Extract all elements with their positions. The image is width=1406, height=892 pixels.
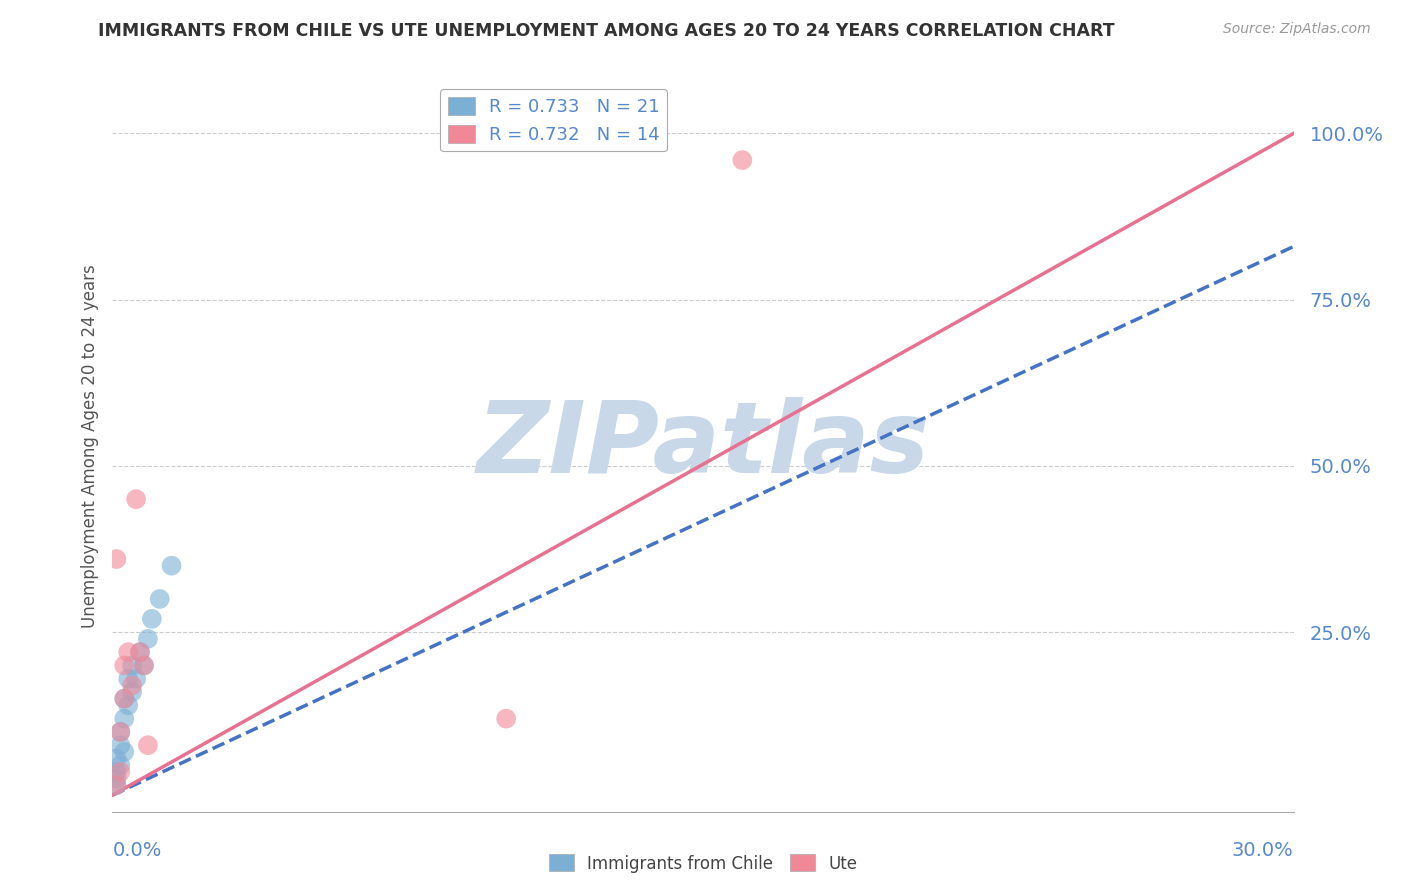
- Text: 30.0%: 30.0%: [1232, 840, 1294, 860]
- Point: [129, 645, 152, 659]
- Point: [105, 772, 128, 786]
- Text: 0.0%: 0.0%: [112, 840, 162, 860]
- Y-axis label: Unemployment Among Ages 20 to 24 years: Unemployment Among Ages 20 to 24 years: [80, 264, 98, 628]
- Legend: R = 0.733   N = 21, R = 0.732   N = 14: R = 0.733 N = 21, R = 0.732 N = 14: [440, 89, 666, 152]
- Point: [136, 632, 159, 646]
- Point: [117, 645, 139, 659]
- Point: [129, 645, 152, 659]
- Legend: Immigrants from Chile, Ute: Immigrants from Chile, Ute: [543, 847, 863, 880]
- Point: [121, 685, 143, 699]
- Text: Source: ZipAtlas.com: Source: ZipAtlas.com: [1223, 22, 1371, 37]
- Text: ZIPatlas: ZIPatlas: [477, 398, 929, 494]
- Point: [112, 691, 135, 706]
- Point: [132, 658, 155, 673]
- Point: [149, 591, 172, 606]
- Point: [105, 778, 128, 792]
- Point: [110, 764, 132, 779]
- Point: [105, 751, 128, 765]
- Point: [125, 672, 148, 686]
- Point: [495, 712, 517, 726]
- Point: [141, 612, 163, 626]
- Point: [112, 745, 135, 759]
- Point: [121, 678, 143, 692]
- Point: [132, 658, 155, 673]
- Point: [105, 778, 128, 792]
- Point: [136, 738, 159, 752]
- Point: [112, 658, 135, 673]
- Point: [112, 691, 135, 706]
- Point: [105, 764, 128, 779]
- Point: [110, 725, 132, 739]
- Point: [110, 738, 132, 752]
- Point: [112, 712, 135, 726]
- Point: [121, 658, 143, 673]
- Point: [731, 153, 754, 167]
- Text: IMMIGRANTS FROM CHILE VS UTE UNEMPLOYMENT AMONG AGES 20 TO 24 YEARS CORRELATION : IMMIGRANTS FROM CHILE VS UTE UNEMPLOYMEN…: [98, 22, 1115, 40]
- Point: [160, 558, 183, 573]
- Point: [105, 552, 128, 566]
- Point: [125, 492, 148, 507]
- Point: [117, 672, 139, 686]
- Point: [117, 698, 139, 713]
- Point: [110, 725, 132, 739]
- Point: [110, 758, 132, 772]
